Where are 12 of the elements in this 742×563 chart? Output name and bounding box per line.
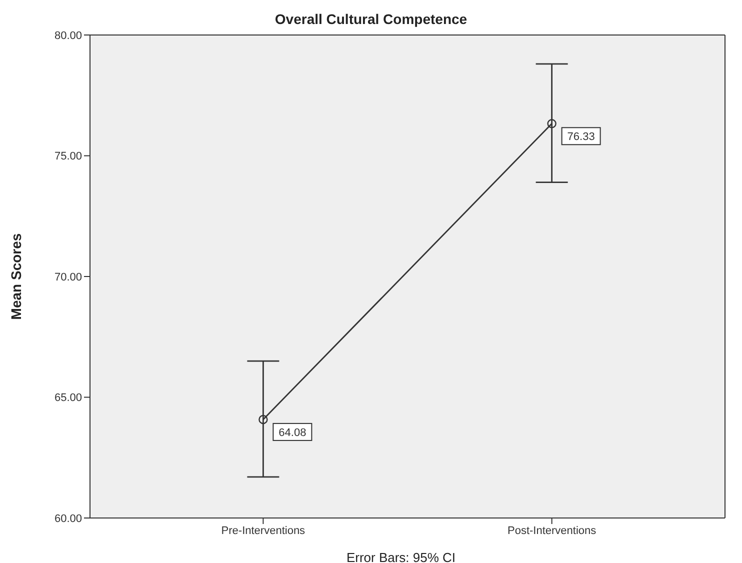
- data-label: 76.33: [567, 131, 595, 144]
- y-tick-label: 60.00: [54, 512, 82, 525]
- data-label: 64.08: [278, 426, 306, 439]
- y-axis-title: Mean Scores: [8, 233, 24, 320]
- y-tick-label: 75.00: [54, 150, 82, 163]
- y-tick-label: 80.00: [54, 30, 82, 42]
- x-tick-label: Pre-Interventions: [221, 524, 306, 537]
- x-tick-label: Post-Interventions: [507, 524, 597, 537]
- chart-title: Overall Cultural Competence: [274, 10, 468, 29]
- y-tick-label: 65.00: [54, 392, 82, 404]
- text: Error Bars: 95% CI: [345, 550, 457, 563]
- y-tick-label: 70.00: [54, 271, 82, 284]
